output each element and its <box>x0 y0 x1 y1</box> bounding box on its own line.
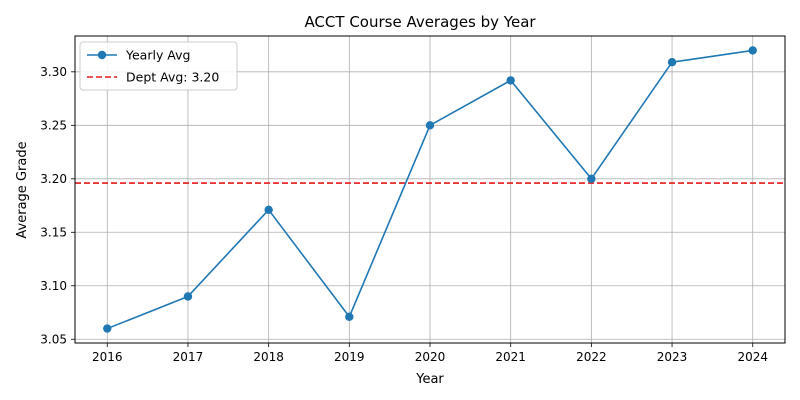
x-tick-label: 2024 <box>737 350 768 364</box>
data-point <box>506 76 515 85</box>
x-tick-label: 2021 <box>495 350 526 364</box>
x-tick-label: 2016 <box>92 350 123 364</box>
data-point <box>103 324 112 333</box>
x-tick-label: 2022 <box>576 350 607 364</box>
x-tick-label: 2020 <box>415 350 446 364</box>
x-axis-ticks: 2016 2017 2018 2019 2020 2021 2022 2023 2024 <box>92 343 768 364</box>
y-tick-label: 3.10 <box>40 279 67 293</box>
data-point <box>183 292 193 301</box>
x-tick-label: 2018 <box>253 350 284 364</box>
data-point <box>425 121 435 130</box>
legend: Yearly Avg Dept Avg: 3.20 <box>79 41 238 91</box>
legend-box <box>79 41 238 91</box>
data-point <box>587 174 596 184</box>
legend-refline-label: Dept Avg: 3.20 <box>126 70 219 85</box>
y-tick-label: 3.30 <box>40 65 67 79</box>
y-tick-label: 3.20 <box>40 172 67 186</box>
legend-series-marker <box>97 50 107 60</box>
x-axis-label: Year <box>415 372 444 387</box>
x-tick-label: 2017 <box>173 350 204 364</box>
x-tick-label: 2019 <box>334 350 365 364</box>
y-tick-label: 3.15 <box>40 226 67 240</box>
y-tick-label: 3.25 <box>40 119 67 133</box>
y-axis-ticks: 3.05 3.10 3.15 3.20 3.25 3.30 <box>40 65 75 347</box>
x-tick-label: 2023 <box>657 350 688 364</box>
y-axis-label: Average Grade <box>15 141 30 238</box>
legend-series-label: Yearly Avg <box>125 48 190 63</box>
y-tick-label: 3.05 <box>40 333 67 347</box>
data-point <box>264 205 273 215</box>
data-point <box>345 312 354 321</box>
data-point <box>667 58 677 67</box>
chart-title: ACCT Course Averages by Year <box>304 13 536 31</box>
series-group <box>103 46 757 333</box>
data-point <box>748 46 757 55</box>
